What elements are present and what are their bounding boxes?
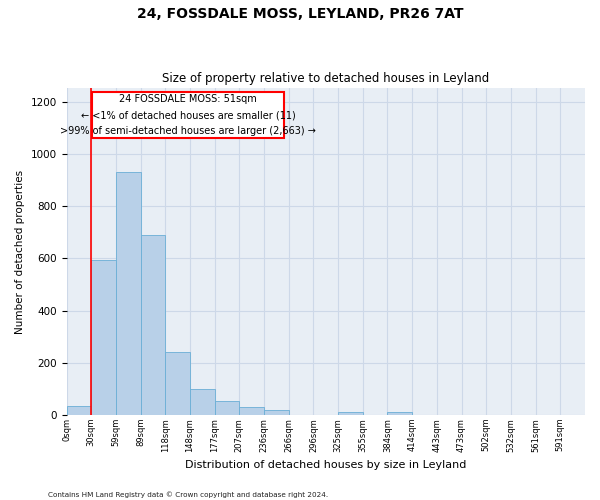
Bar bbox=[338, 412, 363, 415]
Bar bbox=[116, 172, 140, 415]
Bar bbox=[67, 406, 91, 415]
Text: 24, FOSSDALE MOSS, LEYLAND, PR26 7AT: 24, FOSSDALE MOSS, LEYLAND, PR26 7AT bbox=[137, 8, 463, 22]
Bar bbox=[140, 234, 165, 415]
FancyBboxPatch shape bbox=[92, 92, 284, 138]
Text: ← <1% of detached houses are smaller (11): ← <1% of detached houses are smaller (11… bbox=[81, 110, 295, 120]
Bar bbox=[165, 352, 190, 415]
X-axis label: Distribution of detached houses by size in Leyland: Distribution of detached houses by size … bbox=[185, 460, 466, 470]
Y-axis label: Number of detached properties: Number of detached properties bbox=[15, 170, 25, 334]
Bar bbox=[215, 402, 239, 415]
Bar bbox=[190, 389, 215, 415]
Text: >99% of semi-detached houses are larger (2,663) →: >99% of semi-detached houses are larger … bbox=[60, 126, 316, 136]
Text: 24 FOSSDALE MOSS: 51sqm: 24 FOSSDALE MOSS: 51sqm bbox=[119, 94, 257, 104]
Bar bbox=[91, 260, 116, 415]
Text: Contains HM Land Registry data © Crown copyright and database right 2024.: Contains HM Land Registry data © Crown c… bbox=[48, 492, 328, 498]
Bar bbox=[388, 412, 412, 415]
Bar bbox=[264, 410, 289, 415]
Title: Size of property relative to detached houses in Leyland: Size of property relative to detached ho… bbox=[162, 72, 490, 85]
Bar bbox=[239, 407, 264, 415]
